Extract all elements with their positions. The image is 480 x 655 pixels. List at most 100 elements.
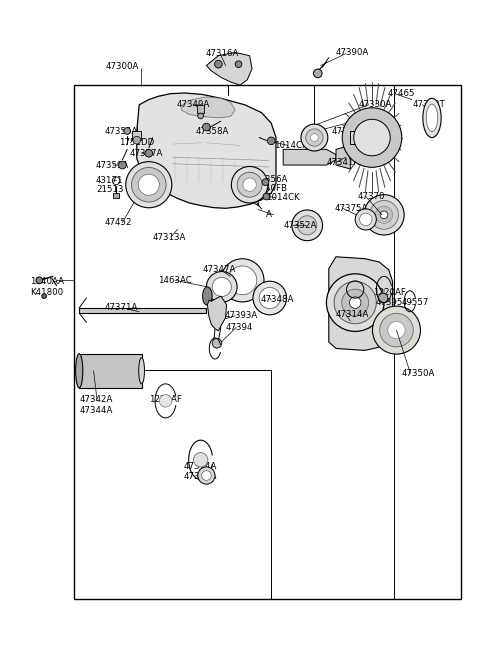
Circle shape	[124, 128, 131, 134]
Circle shape	[355, 209, 376, 230]
Circle shape	[206, 272, 237, 302]
Circle shape	[292, 210, 323, 240]
Text: 47465: 47465	[388, 88, 415, 98]
Circle shape	[364, 195, 404, 235]
Text: 49557: 49557	[401, 298, 429, 307]
Text: 47342A: 47342A	[79, 395, 113, 404]
Circle shape	[42, 293, 47, 299]
Ellipse shape	[139, 358, 144, 384]
Text: 47356A: 47356A	[254, 175, 288, 184]
Circle shape	[198, 113, 204, 119]
Circle shape	[228, 266, 257, 295]
Circle shape	[342, 108, 402, 167]
Text: 47383T: 47383T	[413, 100, 445, 109]
Text: 1220AF: 1220AF	[373, 288, 406, 297]
Circle shape	[259, 288, 280, 309]
Polygon shape	[137, 93, 276, 208]
Circle shape	[267, 137, 275, 145]
Text: 47314A: 47314A	[336, 310, 370, 319]
Text: A: A	[266, 210, 272, 219]
Text: 43171: 43171	[96, 176, 123, 185]
Circle shape	[354, 119, 390, 156]
Text: 47390A: 47390A	[336, 48, 369, 57]
Polygon shape	[79, 354, 142, 388]
Text: 47366: 47366	[331, 126, 359, 136]
Circle shape	[133, 136, 141, 144]
Circle shape	[326, 274, 384, 331]
Text: 47452: 47452	[105, 218, 132, 227]
Text: 47355A: 47355A	[105, 126, 138, 136]
Text: 1220AF: 1220AF	[149, 395, 181, 404]
Circle shape	[375, 206, 393, 223]
Text: 47393A: 47393A	[225, 311, 258, 320]
Bar	[113, 193, 119, 198]
Polygon shape	[336, 145, 350, 169]
Text: 47300A: 47300A	[106, 62, 139, 71]
Circle shape	[119, 161, 126, 169]
Circle shape	[311, 134, 318, 141]
Circle shape	[215, 60, 222, 68]
Circle shape	[132, 168, 166, 202]
Circle shape	[212, 339, 222, 348]
Circle shape	[253, 281, 287, 315]
Bar	[74, 85, 461, 599]
Text: 47352A: 47352A	[283, 221, 317, 230]
Text: 47370: 47370	[358, 192, 385, 201]
Text: 47395: 47395	[375, 298, 403, 307]
Text: 47344A: 47344A	[79, 405, 113, 415]
Text: 47358A: 47358A	[196, 126, 229, 136]
Text: 47330A: 47330A	[359, 100, 393, 109]
Bar	[197, 105, 204, 113]
Circle shape	[159, 394, 172, 407]
Text: 47371A: 47371A	[105, 303, 138, 312]
Circle shape	[370, 200, 398, 229]
Text: 47374A: 47374A	[183, 462, 217, 471]
Text: 47359A: 47359A	[96, 160, 129, 170]
Text: 47350A: 47350A	[401, 369, 435, 378]
Circle shape	[334, 282, 376, 324]
Text: 47375A: 47375A	[334, 204, 368, 213]
Circle shape	[193, 453, 208, 467]
Circle shape	[221, 259, 264, 302]
Circle shape	[380, 211, 388, 219]
Circle shape	[138, 174, 159, 195]
Polygon shape	[181, 97, 235, 118]
Circle shape	[388, 322, 405, 339]
Circle shape	[342, 289, 369, 316]
Circle shape	[212, 277, 231, 297]
Circle shape	[202, 471, 211, 480]
Circle shape	[36, 277, 43, 284]
Text: 47381A: 47381A	[183, 472, 217, 481]
Circle shape	[380, 313, 413, 347]
Text: 21513: 21513	[96, 185, 123, 195]
Polygon shape	[206, 52, 252, 85]
Text: 47349A: 47349A	[177, 100, 210, 109]
Ellipse shape	[203, 287, 212, 305]
Polygon shape	[329, 257, 393, 350]
Circle shape	[301, 124, 328, 151]
Text: 1463AC: 1463AC	[158, 276, 192, 285]
Polygon shape	[350, 131, 365, 144]
Polygon shape	[79, 308, 206, 313]
Circle shape	[360, 213, 372, 226]
Text: K41800: K41800	[30, 288, 63, 297]
Text: 47341A: 47341A	[326, 158, 360, 167]
Text: 47394: 47394	[226, 323, 253, 332]
Circle shape	[378, 293, 388, 303]
Circle shape	[372, 306, 420, 354]
Circle shape	[313, 69, 322, 78]
Text: 1140AA: 1140AA	[30, 277, 64, 286]
Text: 47313A: 47313A	[153, 233, 186, 242]
Ellipse shape	[76, 354, 83, 388]
Ellipse shape	[423, 98, 441, 138]
Bar	[394, 85, 461, 599]
Circle shape	[237, 172, 262, 197]
Bar	[314, 85, 394, 157]
Text: 1140FB: 1140FB	[254, 184, 288, 193]
Circle shape	[126, 162, 172, 208]
Text: 47316A: 47316A	[205, 49, 239, 58]
Circle shape	[231, 166, 268, 203]
Ellipse shape	[426, 104, 438, 132]
Text: 1751DD: 1751DD	[119, 138, 154, 147]
Bar	[74, 370, 271, 599]
